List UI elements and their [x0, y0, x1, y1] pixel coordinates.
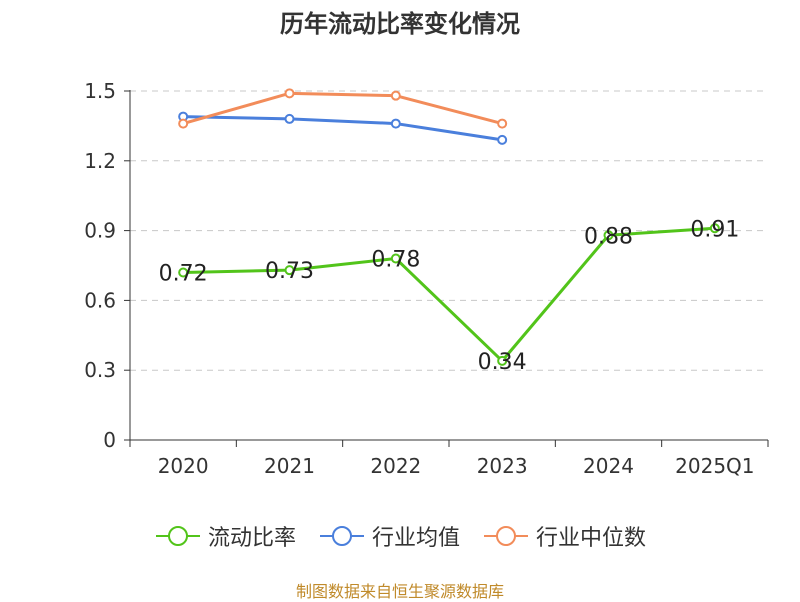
series-line-2: [182, 91, 503, 126]
data-point: [284, 88, 295, 99]
legend-line-marker-icon: [484, 526, 528, 546]
y-tick-label: 0.9: [84, 219, 116, 243]
legend-item-industry-median[interactable]: 行业中位数: [482, 520, 646, 552]
legend-item-current-ratio[interactable]: 流动比率: [154, 520, 296, 552]
data-label: 0.72: [159, 261, 208, 286]
data-point: [178, 267, 189, 278]
data-point: [390, 90, 401, 101]
y-tick-label: 1.5: [84, 79, 116, 103]
data-point: [390, 253, 401, 264]
data-point: [390, 118, 401, 129]
data-point: [497, 118, 508, 129]
x-tick-label: 2024: [583, 454, 634, 478]
data-point: [497, 134, 508, 145]
legend-line-marker-icon: [319, 526, 364, 546]
series-line-1: [183, 115, 503, 142]
data-label: 0.91: [690, 217, 739, 242]
legend-label: 行业均值: [371, 526, 460, 551]
data-label: 0.73: [265, 259, 314, 284]
legend-line-marker-icon: [155, 526, 200, 546]
source-note: 制图数据来自恒生聚源数据库: [295, 582, 504, 601]
y-tick-label: 0: [103, 428, 116, 452]
x-tick-label: 2022: [370, 454, 421, 478]
data-label: 0.34: [478, 350, 527, 375]
data-point: [709, 223, 720, 234]
y-tick-label: 1.2: [84, 149, 116, 173]
legend-item-industry-mean[interactable]: 行业均值: [318, 520, 460, 552]
chart-title: 历年流动比率变化情况: [280, 10, 520, 38]
data-point: [497, 355, 508, 366]
legend-label: 行业中位数: [536, 526, 647, 551]
y-tick-label: 0.6: [84, 288, 116, 312]
legend: 流动比率 行业均值 行业中位数: [0, 520, 800, 552]
data-point: [284, 113, 295, 124]
x-tick-label: 2025Q1: [675, 454, 754, 478]
legend-label: 流动比率: [207, 526, 296, 551]
series-line-0: [183, 226, 715, 363]
data-label: 0.88: [584, 224, 633, 249]
x-tick-label: 2020: [158, 454, 209, 478]
x-tick-label: 2021: [264, 454, 315, 478]
x-tick-label: 2023: [477, 454, 528, 478]
data-label: 0.78: [371, 248, 420, 273]
data-point: [603, 230, 614, 241]
data-point: [284, 265, 295, 276]
data-point: [178, 118, 189, 129]
y-tick-label: 0.3: [84, 358, 116, 382]
